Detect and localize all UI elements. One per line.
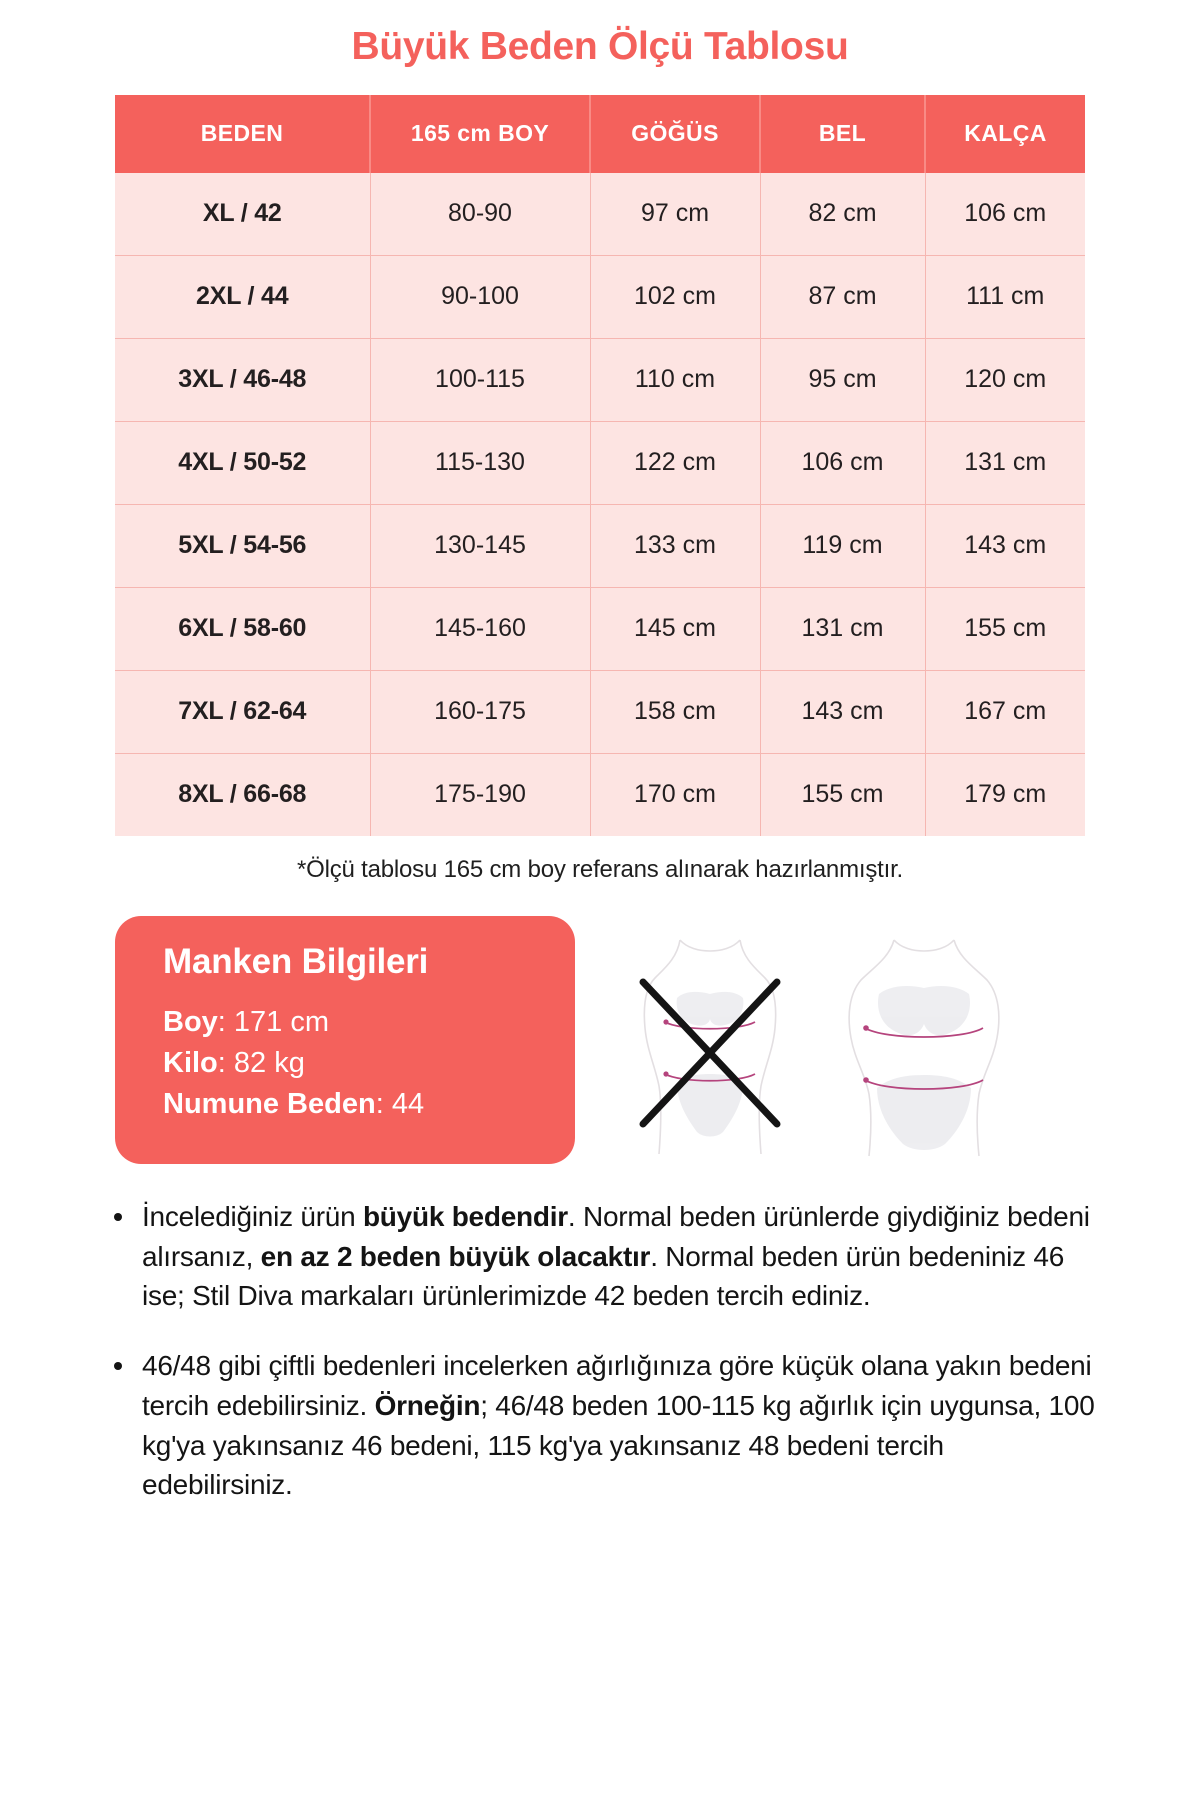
waist-cell: 106 cm <box>760 421 926 505</box>
note-emphasis: büyük bedendir <box>362 1200 568 1232</box>
cross-out-mark <box>639 978 781 1128</box>
table-footnote: *Ölçü tablosu 165 cm boy referans alınar… <box>296 855 904 883</box>
page-title: Büyük Beden Ölçü Tablosu <box>351 25 849 68</box>
hip-cell: 143 cm <box>925 504 1085 588</box>
waist-cell: 119 cm <box>760 504 926 588</box>
table-row: 8XL / 66-68 175-190 170 cm 155 cm 179 cm <box>115 753 1085 836</box>
bust-cell: 97 cm <box>590 172 761 256</box>
size-cell: 5XL / 54-56 <box>115 504 371 588</box>
model-sample-size-line: Numune Beden: 44 <box>163 1088 425 1121</box>
model-weight-line: Kilo: 82 kg <box>163 1047 305 1080</box>
height-cell: 90-100 <box>370 255 591 339</box>
column-header-boy: 165 cm BOY <box>370 94 591 173</box>
table-row: 2XL / 44 90-100 102 cm 87 cm 111 cm <box>115 255 1085 339</box>
bust-cell: 158 cm <box>590 670 761 754</box>
height-cell: 115-130 <box>370 421 591 505</box>
bust-cell: 145 cm <box>590 587 761 671</box>
waist-cell: 87 cm <box>760 255 926 339</box>
table-row: 7XL / 62-64 160-175 158 cm 143 cm 167 cm <box>115 670 1085 754</box>
table-row: XL / 42 80-90 97 cm 82 cm 106 cm <box>115 172 1085 256</box>
size-chart-table: BEDEN 165 cm BOY GÖĞÜS BEL KALÇA XL / 42… <box>115 94 1085 836</box>
waist-cell: 82 cm <box>760 172 926 256</box>
model-height-value: 171 cm <box>233 1005 330 1038</box>
model-weight-label: Kilo <box>163 1047 218 1080</box>
table-header: BEDEN 165 cm BOY GÖĞÜS BEL KALÇA <box>115 94 1085 173</box>
model-info-card: Manken Bilgileri Boy: 171 cm Kilo: 82 kg… <box>115 915 575 1164</box>
column-header-kalca: KALÇA <box>925 94 1085 173</box>
size-chart-page: Büyük Beden Ölçü Tablosu BEDEN 165 cm BO… <box>80 0 1120 1505</box>
note-emphasis: Örneğin <box>374 1389 481 1421</box>
model-sample-size-label: Numune Beden <box>163 1088 376 1121</box>
size-cell: 2XL / 44 <box>115 255 371 339</box>
waist-cell: 143 cm <box>760 670 926 754</box>
bust-cell: 102 cm <box>590 255 761 339</box>
hip-cell: 179 cm <box>925 753 1085 836</box>
hip-cell: 120 cm <box>925 338 1085 422</box>
hip-cell: 167 cm <box>925 670 1085 754</box>
note-text: . Normal beden ürünlerde giydiğiniz bede… <box>142 1200 1090 1272</box>
bust-cell: 122 cm <box>590 421 761 505</box>
bust-cell: 133 cm <box>590 504 761 588</box>
sizing-note: İncelediğiniz ürün büyük bedendir. Norma… <box>104 1197 1100 1316</box>
height-cell: 175-190 <box>370 753 591 836</box>
table-row: 5XL / 54-56 130-145 133 cm 119 cm 143 cm <box>115 504 1085 588</box>
size-cell: 7XL / 62-64 <box>115 670 371 754</box>
size-cell: XL / 42 <box>115 172 371 256</box>
column-header-beden: BEDEN <box>115 94 371 173</box>
model-height-label: Boy <box>163 1005 218 1038</box>
body-figures <box>575 916 1120 1160</box>
waist-cell: 131 cm <box>760 587 926 671</box>
table-row: 4XL / 50-52 115-130 122 cm 106 cm 131 cm <box>115 421 1085 505</box>
plus-size-body-figure <box>839 924 1009 1160</box>
table-header-row: BEDEN 165 cm BOY GÖĞÜS BEL KALÇA <box>115 94 1085 173</box>
height-cell: 130-145 <box>370 504 591 588</box>
height-cell: 80-90 <box>370 172 591 256</box>
bust-cell: 170 cm <box>590 753 761 836</box>
hip-cell: 106 cm <box>925 172 1085 256</box>
hip-cell: 111 cm <box>925 255 1085 339</box>
waist-cell: 155 cm <box>760 753 926 836</box>
table-body: XL / 42 80-90 97 cm 82 cm 106 cm 2XL / 44 90-1… <box>115 172 1085 836</box>
model-weight-value: 82 kg <box>233 1047 305 1080</box>
hip-cell: 155 cm <box>925 587 1085 671</box>
size-cell: 4XL / 50-52 <box>115 421 371 505</box>
slim-body-figure-crossed-out <box>625 924 795 1160</box>
note-text: . Normal beden ürün bedeniniz 46 ise; St… <box>142 1240 1065 1312</box>
model-sample-size-value: 44 <box>391 1088 425 1121</box>
size-cell: 3XL / 46-48 <box>115 338 371 422</box>
sizing-notes-list: İncelediğiniz ürün büyük bedendir. Norma… <box>80 1197 1120 1505</box>
note-text: ; 46/48 beden 100-115 kg ağırlık için uy… <box>142 1389 1095 1501</box>
note-emphasis: en az 2 beden büyük olacaktır <box>260 1240 651 1272</box>
note-text: İncelediğiniz ürün <box>142 1200 363 1232</box>
sizing-note: 46/48 gibi çiftli bedenleri incelerken a… <box>104 1346 1100 1505</box>
height-cell: 100-115 <box>370 338 591 422</box>
column-header-gogus: GÖĞÜS <box>590 94 761 173</box>
model-height-line: Boy: 171 cm <box>163 1005 330 1038</box>
note-text: 46/48 gibi çiftli bedenleri incelerken a… <box>142 1350 1092 1421</box>
height-cell: 160-175 <box>370 670 591 754</box>
model-card-heading: Manken Bilgileri <box>163 941 429 981</box>
hip-cell: 131 cm <box>925 421 1085 505</box>
height-cell: 145-160 <box>370 587 591 671</box>
waist-cell: 95 cm <box>760 338 926 422</box>
bust-cell: 110 cm <box>590 338 761 422</box>
model-info-row: Manken Bilgileri Boy: 171 cm Kilo: 82 kg… <box>80 915 1120 1171</box>
size-cell: 8XL / 66-68 <box>115 753 371 836</box>
table-row: 6XL / 58-60 145-160 145 cm 131 cm 155 cm <box>115 587 1085 671</box>
size-cell: 6XL / 58-60 <box>115 587 371 671</box>
column-header-bel: BEL <box>760 94 926 173</box>
table-row: 3XL / 46-48 100-115 110 cm 95 cm 120 cm <box>115 338 1085 422</box>
